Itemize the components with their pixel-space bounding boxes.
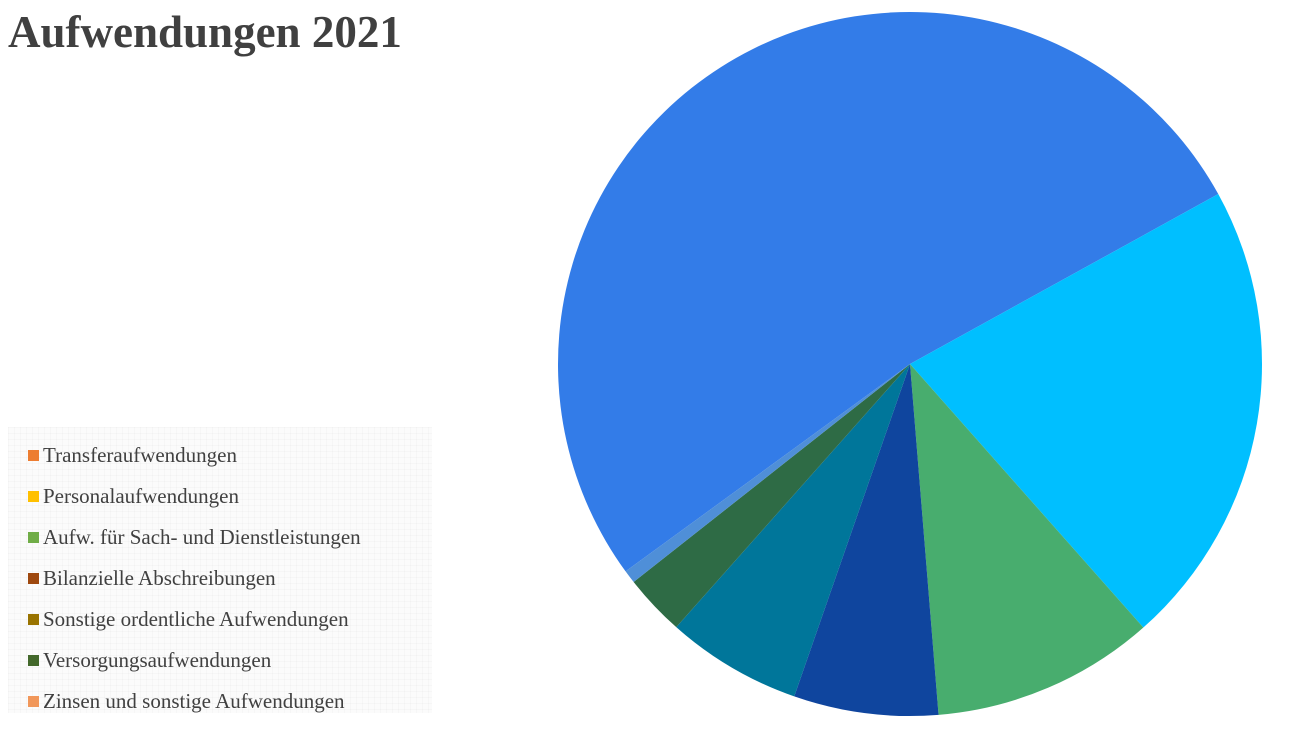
legend-label: Versorgungsaufwendungen	[43, 648, 272, 672]
legend-label: Bilanzielle Abschreibungen	[43, 566, 276, 590]
pie-slice-4	[794, 364, 939, 717]
legend-item: Versorgungsaufwendungen	[28, 640, 432, 681]
pie-slice-6	[633, 364, 910, 628]
pie-slice-3	[910, 364, 1144, 715]
legend-swatch	[28, 573, 39, 584]
legend-label: Aufw. für Sach- und Dienstleistungen	[43, 525, 361, 549]
legend-swatch	[28, 491, 39, 502]
legend-swatch	[28, 614, 39, 625]
legend-label: Personalaufwendungen	[43, 484, 239, 508]
chart-title: Aufwendungen 2021	[8, 7, 402, 57]
legend-item: Aufw. für Sach- und Dienstleistungen	[28, 517, 432, 558]
legend-item: Transferaufwendungen	[28, 435, 432, 476]
chart-legend: Transferaufwendungen Personalaufwendungen…	[8, 427, 432, 713]
legend-label: Sonstige ordentliche Aufwendungen	[43, 607, 349, 631]
legend-label: Zinsen und sonstige Aufwendungen	[43, 689, 345, 713]
pie-slice-2	[910, 194, 1262, 628]
legend-item: Zinsen und sonstige Aufwendungen	[28, 681, 432, 722]
legend-item: Sonstige ordentliche Aufwendungen	[28, 599, 432, 640]
legend-swatch	[28, 532, 39, 543]
legend-swatch	[28, 655, 39, 666]
legend-label: Transferaufwendungen	[43, 443, 238, 467]
pie-slice-7	[625, 364, 910, 583]
legend-swatch	[28, 450, 39, 461]
legend-item: Bilanzielle Abschreibungen	[28, 558, 432, 599]
legend-swatch	[28, 696, 39, 707]
legend-item: Personalaufwendungen	[28, 476, 432, 517]
pie-slice-1	[558, 12, 1219, 572]
pie-slice-5	[676, 364, 910, 697]
